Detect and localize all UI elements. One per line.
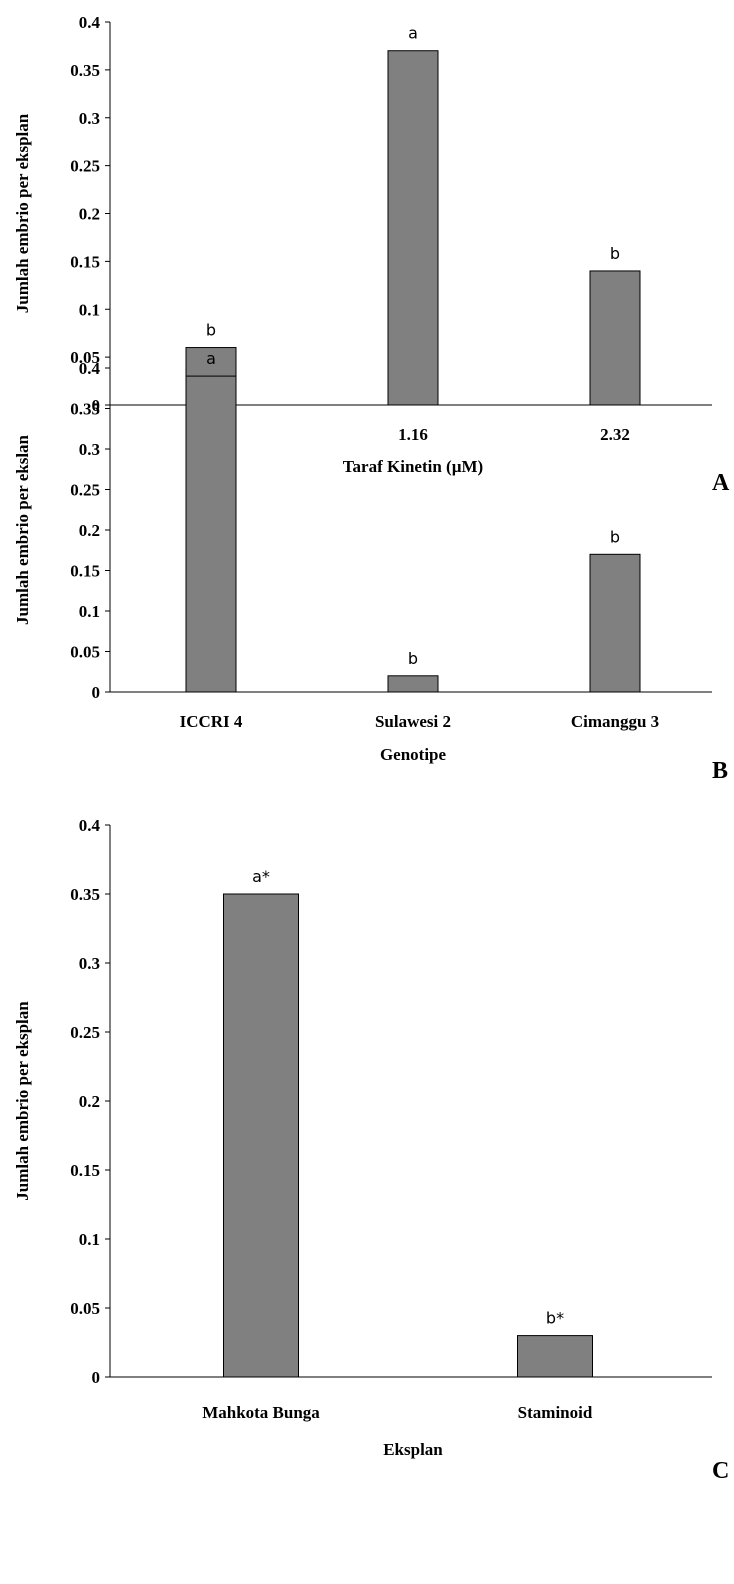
chart-panel-b: 0 0.05 0.1 0.15 0.2 0.25 0.3 0.35 0.4 a ICCRI 4 b Su… [13,349,728,784]
y-tick-label: 0 [92,396,101,415]
y-tick-label: 0.1 [79,1230,100,1249]
y-axis-title: Jumlah embrio per eksplan [13,1001,32,1201]
y-tick-label: 0.25 [70,157,100,176]
bar-data-label: a [206,349,216,368]
bar-data-label: b [408,649,418,668]
y-tick-label: 0.15 [70,252,100,271]
y-tick-label: 0.15 [70,562,100,581]
y-tick-label: 0.3 [79,440,100,459]
panel-letter: A [712,470,730,496]
bar [517,1335,593,1378]
y-tick-label: 0.35 [70,885,100,904]
bar [387,50,439,406]
bar-data-label: b [206,321,216,340]
bar [185,375,237,693]
x-tick-label: Mahkota Bunga [202,1403,320,1422]
y-tick-label: 0.25 [70,481,100,500]
x-tick-label: 1.16 [398,425,428,444]
y-tick-label: 0 [92,683,101,702]
bar [223,893,299,1378]
bar [589,270,641,406]
y-tick-label: 0.05 [70,348,100,367]
bar-data-label: b* [546,1309,564,1328]
y-tick-label: 0.1 [79,300,100,319]
y-tick-label: 0.35 [70,61,100,80]
chart-panel-c: 0 0.05 0.1 0.15 0.2 0.25 0.3 0.35 0.4 a* Mahkota B… [13,816,729,1484]
y-tick-label: 0.3 [79,109,100,128]
y-tick-label: 0.25 [70,1023,100,1042]
bar [387,675,439,693]
bar-data-label: a [408,24,418,43]
y-axis-title: Jumlah embrio per ekslan [13,434,32,625]
y-tick-label: 0.35 [70,400,100,419]
x-tick-label: 2.32 [600,425,630,444]
panel-letter: B [712,758,728,784]
x-axis-title: Genotipe [380,745,447,764]
x-tick-label: Staminoid [518,1403,593,1422]
bar-data-label: a* [252,867,270,886]
x-axis-title: Taraf Kinetin (µM) [343,457,483,476]
y-tick-label: 0.2 [79,1092,100,1111]
y-tick-label: 0.05 [70,1299,100,1318]
y-tick-label: 0.4 [79,816,101,835]
x-tick-label: Sulawesi 2 [375,712,451,731]
bar-data-label: b [610,527,620,546]
y-tick-label: 0.4 [79,13,101,32]
y-tick-label: 0 [92,1368,101,1387]
x-axis-title: Eksplan [383,1440,443,1459]
bar-data-label: b [610,244,620,263]
y-tick-label: 0.2 [79,205,100,224]
y-tick-label: 0.3 [79,954,100,973]
chart-panel-a: 00.050.10.150.20.250.30.350.4b0.58a1.16b… [13,13,730,496]
y-axis-title: Jumlah embrio per eksplan [13,113,32,313]
y-tick-label: 0.1 [79,602,100,621]
y-tick-label: 0.05 [70,643,100,662]
x-tick-label: Cimanggu 3 [571,712,659,731]
y-tick-label: 0.4 [79,359,101,378]
y-tick-label: 0.15 [70,1161,100,1180]
panel-letter: C [712,1458,729,1484]
y-tick-label: 0.2 [79,521,100,540]
bar [589,553,641,693]
x-tick-label: ICCRI 4 [180,712,243,731]
